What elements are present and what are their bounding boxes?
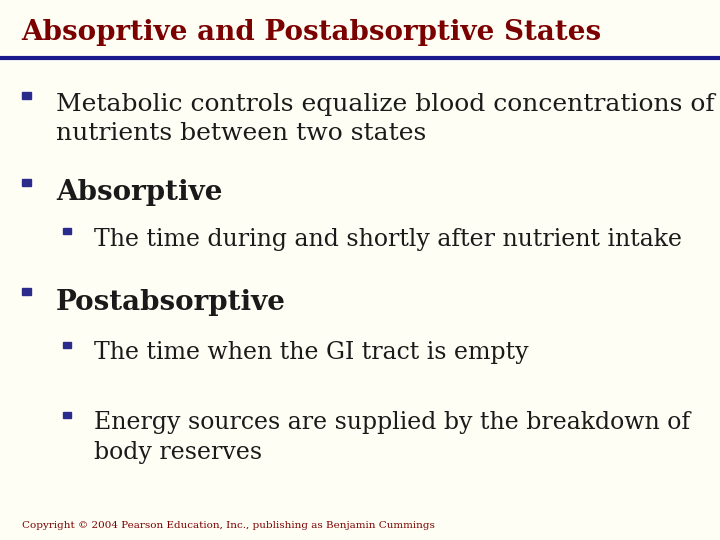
Text: Absoprtive and Postabsorptive States: Absoprtive and Postabsorptive States: [22, 19, 602, 46]
FancyBboxPatch shape: [22, 179, 31, 186]
FancyBboxPatch shape: [22, 288, 31, 295]
Text: The time during and shortly after nutrient intake: The time during and shortly after nutrie…: [94, 228, 682, 251]
FancyBboxPatch shape: [22, 92, 31, 99]
Text: Postabsorptive: Postabsorptive: [56, 289, 286, 316]
Text: Metabolic controls equalize blood concentrations of
nutrients between two states: Metabolic controls equalize blood concen…: [56, 93, 715, 145]
Text: The time when the GI tract is empty: The time when the GI tract is empty: [94, 341, 528, 365]
Text: Energy sources are supplied by the breakdown of
body reserves: Energy sources are supplied by the break…: [94, 411, 690, 464]
FancyBboxPatch shape: [63, 228, 71, 234]
Text: Absorptive: Absorptive: [56, 179, 222, 206]
Text: Copyright © 2004 Pearson Education, Inc., publishing as Benjamin Cummings: Copyright © 2004 Pearson Education, Inc.…: [22, 521, 434, 530]
FancyBboxPatch shape: [63, 412, 71, 418]
FancyBboxPatch shape: [63, 342, 71, 348]
